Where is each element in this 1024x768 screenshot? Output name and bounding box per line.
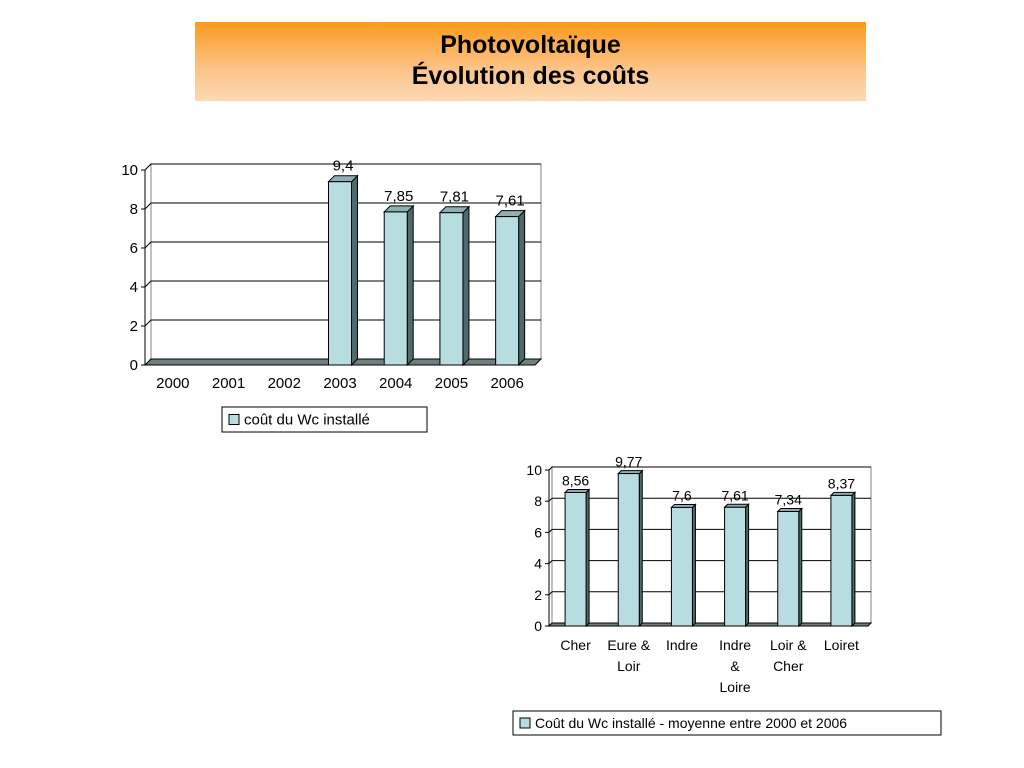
x-tick-label: 2002 xyxy=(268,375,301,392)
legend: Coût du Wc installé - moyenne entre 2000… xyxy=(512,710,942,736)
bar xyxy=(563,488,591,628)
y-tick-label: 8 xyxy=(534,493,542,509)
x-tick-label: Indre xyxy=(666,637,698,653)
x-tick-label: Cher xyxy=(773,658,804,674)
x-tick-label: Loire xyxy=(720,679,751,695)
y-tick-label: 10 xyxy=(121,162,138,179)
data-label: 9,77 xyxy=(615,454,642,470)
x-tick-label: Indre xyxy=(719,637,751,653)
bar xyxy=(617,469,644,628)
gridline xyxy=(144,163,541,171)
chart-annual-cost: 0 2 4 6 8 10 9,4 7,85 7,81 7,61 2000 2001 2002 2003 20… xyxy=(121,158,543,433)
bar-front xyxy=(670,506,693,627)
plot-side-wall xyxy=(144,162,152,367)
gridline xyxy=(548,497,871,502)
legend-swatch xyxy=(228,414,240,425)
data-label: 7,61 xyxy=(721,487,748,503)
title-banner: Photovoltaïque Évolution des coûts xyxy=(195,22,866,101)
bar xyxy=(829,491,857,628)
data-label: 7,61 xyxy=(496,193,525,210)
y-tick-label: 6 xyxy=(534,524,542,540)
bar-side xyxy=(406,204,414,367)
bar-front xyxy=(564,491,587,627)
y-tick-label: 2 xyxy=(534,587,542,603)
legend-swatch xyxy=(519,717,531,729)
bar-front xyxy=(724,506,747,627)
bar-front xyxy=(777,510,800,627)
title-line-1: Photovoltaïque xyxy=(440,31,621,59)
bar-front xyxy=(495,216,520,366)
legend-box xyxy=(221,406,428,433)
gridline xyxy=(548,591,871,596)
x-tick-label: 2005 xyxy=(435,375,468,392)
bar-front xyxy=(830,494,853,627)
x-tick-label: 2004 xyxy=(379,375,412,392)
bar-front xyxy=(439,212,464,366)
data-label: 7,81 xyxy=(440,189,469,206)
y-tick-label: 8 xyxy=(130,201,138,218)
x-tick-label: 2001 xyxy=(212,375,245,392)
bar-side xyxy=(518,209,526,367)
y-tick-label: 6 xyxy=(130,240,138,257)
y-tick-label: 0 xyxy=(130,357,138,374)
x-tick-label: 2000 xyxy=(156,375,189,392)
bar-front xyxy=(617,473,640,627)
x-tick-label: Loir & xyxy=(770,637,807,653)
y-tick-label: 4 xyxy=(130,279,138,296)
bar-front xyxy=(328,181,352,366)
data-label: 7,85 xyxy=(384,188,413,205)
gridline xyxy=(548,466,871,471)
legend: coût du Wc installé xyxy=(221,406,428,433)
x-tick-label: Cher xyxy=(560,637,591,653)
bar xyxy=(723,503,750,628)
data-label: 8,37 xyxy=(828,475,855,491)
bar xyxy=(438,205,471,367)
y-tick-label: 10 xyxy=(526,462,542,478)
bar-front xyxy=(383,211,408,366)
data-label: 7,6 xyxy=(672,487,692,503)
title-line-2: Évolution des coûts xyxy=(411,62,650,90)
x-tick-label: & xyxy=(730,658,740,674)
x-tick-label: 2003 xyxy=(323,375,356,392)
bar xyxy=(327,174,359,367)
legend-box xyxy=(512,710,942,736)
legend-label: coût du Wc installé xyxy=(244,412,370,429)
x-tick-label: Loir xyxy=(617,658,641,674)
x-tick-label: Eure & xyxy=(607,637,650,653)
y-tick-label: 2 xyxy=(130,318,138,335)
x-tick-label: Loiret xyxy=(824,637,859,653)
data-label: 8,56 xyxy=(562,472,589,488)
bar-side xyxy=(351,174,358,367)
gridline xyxy=(548,528,871,533)
legend-label: Coût du Wc installé - moyenne entre 2000… xyxy=(535,715,847,731)
bar xyxy=(776,507,803,628)
bar-side xyxy=(462,205,470,367)
bar xyxy=(670,503,697,628)
bar xyxy=(494,209,526,367)
gridline xyxy=(548,560,871,564)
gridline xyxy=(144,202,541,210)
y-tick-label: 4 xyxy=(534,556,542,572)
y-tick-label: 0 xyxy=(534,618,542,634)
data-label: 7,34 xyxy=(775,491,802,507)
plot-back-wall xyxy=(551,466,872,624)
chart-department-cost: 0 2 4 6 8 10 8,56 9,77 7,6 7,61 7,34 8,37 Cher Eure &… xyxy=(512,454,942,736)
x-tick-label: 2006 xyxy=(490,375,523,392)
bar xyxy=(383,204,415,367)
data-label: 9,4 xyxy=(333,158,354,175)
